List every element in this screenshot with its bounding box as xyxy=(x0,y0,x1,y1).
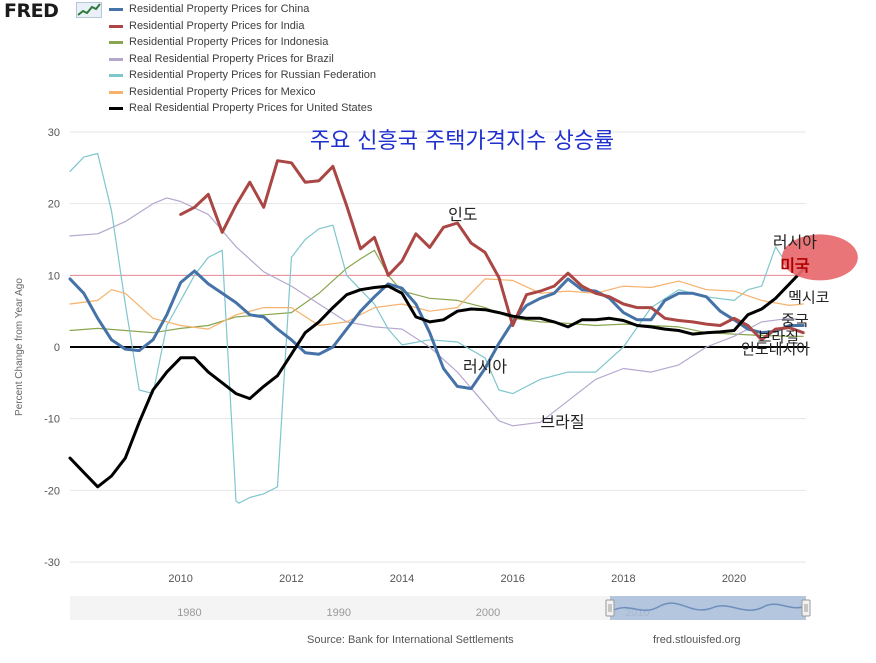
legend-swatch xyxy=(109,24,123,28)
legend-label: Residential Property Prices for India xyxy=(129,19,305,32)
series-line xyxy=(68,269,805,391)
series-line xyxy=(69,278,804,330)
y-tick-label: 10 xyxy=(48,270,60,282)
chart-annotation: 멕시코 xyxy=(788,289,829,307)
fred-logo-text: FRED xyxy=(4,0,59,22)
series-line xyxy=(179,159,805,342)
fred-logo[interactable]: FRED xyxy=(4,0,104,22)
x-tick-label: 2018 xyxy=(611,573,635,585)
x-tick-label: 2014 xyxy=(390,573,414,585)
chart-annotation: 미국 xyxy=(780,256,810,275)
x-tick-label: 2016 xyxy=(500,573,524,585)
legend-label: Residential Property Prices for Russian … xyxy=(129,69,377,81)
legend-label: Real Residential Property Prices for Uni… xyxy=(129,102,373,114)
x-tick-label: 2012 xyxy=(279,573,303,585)
navigator-handle[interactable] xyxy=(605,599,615,617)
chart-annotation: 브라질 xyxy=(540,412,584,431)
legend-swatch xyxy=(109,107,123,110)
chart-annotation: 브라질 xyxy=(758,328,799,346)
source-note: Source: Bank for International Settlemen… xyxy=(307,634,514,646)
chart-title: 주요 신흥국 주택가격지수 상승률 xyxy=(310,129,614,154)
x-tick-label: 2020 xyxy=(722,573,746,585)
y-tick-label: -30 xyxy=(44,557,60,569)
legend-label: Residential Property Prices for Indonesi… xyxy=(129,36,329,48)
navigator-series xyxy=(609,602,807,613)
chart-annotation: 인도 xyxy=(448,205,477,224)
y-tick-label: 20 xyxy=(48,199,60,211)
legend-swatch xyxy=(109,74,123,77)
chart-annotation: 러시아 xyxy=(463,357,507,376)
y-tick-label: -20 xyxy=(44,485,60,497)
chart-annotation: 러시아 xyxy=(773,232,817,251)
legend-label: Residential Property Prices for China xyxy=(129,3,310,15)
chart-icon xyxy=(76,2,102,18)
navigator-year-label: 2000 xyxy=(476,607,500,619)
series-line xyxy=(68,268,805,489)
y-tick-label: 0 xyxy=(54,342,60,354)
legend-label: Real Residential Property Prices for Bra… xyxy=(129,52,334,65)
x-tick-label: 2010 xyxy=(168,573,192,585)
y-tick-label: -10 xyxy=(44,414,60,426)
fred-credit-link[interactable]: fred.stlouisfed.org xyxy=(653,634,741,646)
legend-swatch xyxy=(109,90,123,94)
legend-label: Residential Property Prices for Mexico xyxy=(129,85,316,98)
chart-annotation: 인도네시아 xyxy=(741,340,810,358)
legend-swatch xyxy=(109,57,123,61)
series-line xyxy=(69,249,804,337)
series-line xyxy=(69,197,804,427)
series-line xyxy=(69,152,804,504)
legend-swatch xyxy=(109,41,123,44)
chart-annotation: 중국 xyxy=(781,312,809,330)
navigator-handle[interactable] xyxy=(801,599,811,617)
navigator-year-label: 1980 xyxy=(177,607,201,619)
legend-swatch xyxy=(109,8,123,11)
y-tick-label: 30 xyxy=(48,127,60,139)
navigator-selection xyxy=(610,596,806,620)
navigator-year-label: 1990 xyxy=(326,607,350,619)
highlight-ellipse xyxy=(781,234,858,281)
y-axis-title: Percent Change from Year Ago xyxy=(14,278,25,416)
